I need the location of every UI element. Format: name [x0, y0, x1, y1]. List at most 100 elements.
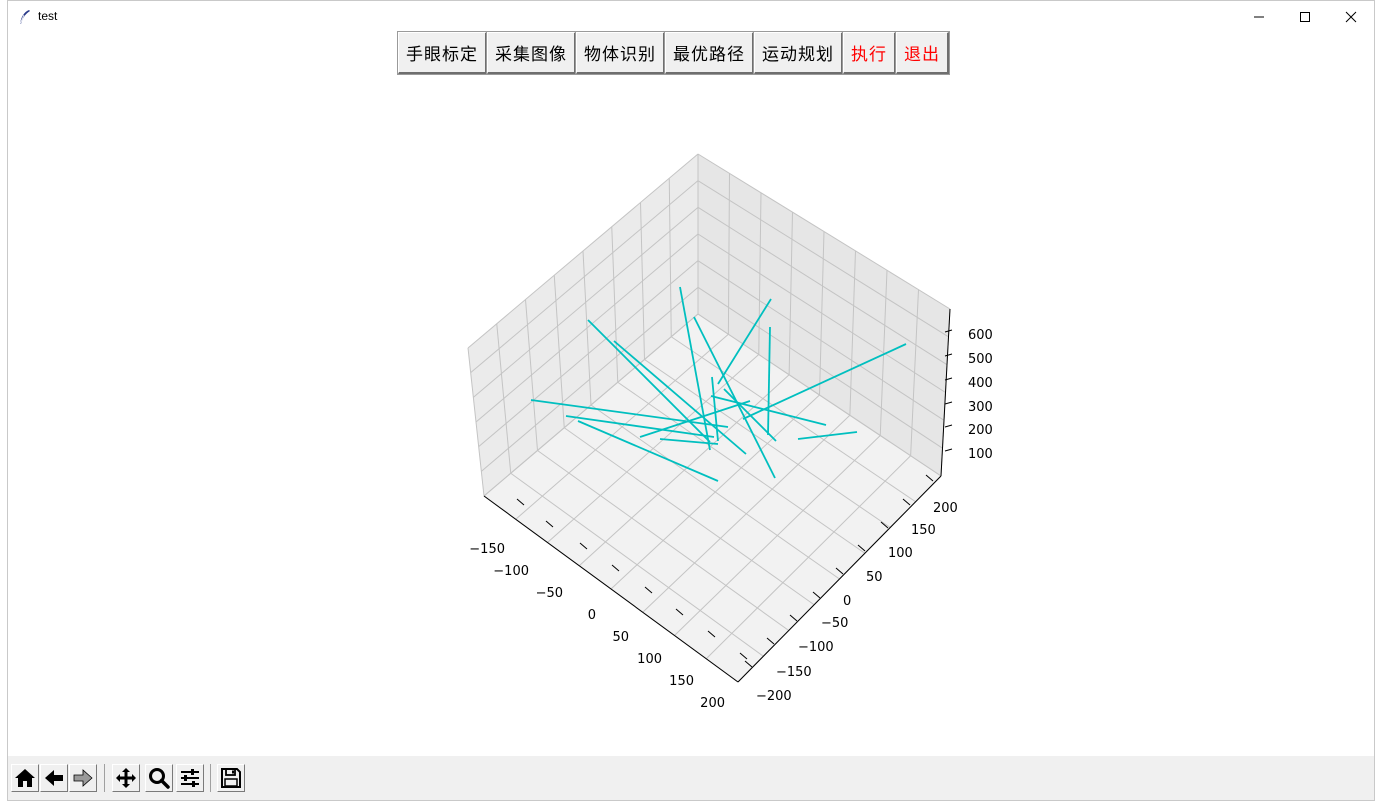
x-tick-mark	[516, 498, 525, 506]
x-tick-mark	[644, 586, 653, 594]
optimal-path-button[interactable]: 最优路径	[664, 31, 755, 75]
wall-grid-line	[788, 212, 793, 375]
maximize-button[interactable]	[1282, 1, 1328, 32]
y-tick-mark	[925, 474, 934, 482]
y-tick-label: 200	[933, 501, 958, 516]
toolbar-separator	[210, 764, 211, 792]
command-toolbar: 手眼标定 采集图像 物体识别 最优路径 运动规划 执行 退出	[397, 31, 950, 76]
y-tick-label: −50	[821, 616, 848, 631]
y-tick-label: 100	[888, 546, 913, 561]
path-segment	[530, 399, 729, 428]
configure-subplots-icon	[181, 769, 199, 787]
path-segment	[577, 420, 719, 482]
x-tick-label: 50	[612, 630, 629, 645]
forward-icon	[73, 769, 93, 787]
z-axis-line	[940, 308, 951, 477]
x-tick-label: −150	[469, 542, 505, 557]
configure-subplots-button[interactable]	[176, 764, 204, 792]
toolbar-separator	[104, 764, 105, 792]
zoom-button[interactable]	[145, 764, 173, 792]
floor-grid-line	[642, 414, 851, 613]
left-wall-pane	[468, 154, 698, 496]
home-button[interactable]	[11, 764, 39, 792]
x-tick-mark	[707, 630, 716, 638]
z-tick-label: 100	[968, 447, 993, 462]
z-tick-mark	[944, 424, 953, 428]
y-tick-label: 0	[843, 594, 851, 609]
minimize-button[interactable]	[1236, 1, 1282, 32]
feather-icon	[19, 10, 30, 25]
back-button[interactable]	[40, 764, 68, 792]
y-tick-mark	[812, 591, 821, 599]
close-button[interactable]	[1328, 1, 1374, 32]
title-bar: test	[8, 1, 1374, 32]
y-tick-label: −100	[798, 640, 834, 655]
z-tick-label: 400	[968, 376, 993, 391]
pan-button[interactable]	[112, 764, 140, 792]
wall-grid-line	[470, 180, 699, 374]
back-icon	[45, 770, 63, 786]
wall-grid-line	[478, 260, 699, 448]
floor-grid-line	[617, 381, 866, 554]
forward-button[interactable]	[69, 764, 97, 792]
z-tick-mark	[944, 401, 953, 405]
plot-canvas[interactable]: −150 −100 −50 0 50 100 150 200 −200 −150 −100 −50 0 5…	[8, 76, 1374, 755]
exit-button[interactable]: 退出	[895, 31, 950, 75]
x-tick-mark	[579, 542, 588, 550]
motion-planning-button[interactable]: 运动规划	[753, 31, 844, 75]
floor-grid-line	[674, 435, 881, 636]
x-tick-mark	[611, 564, 620, 572]
z-tick-mark	[944, 353, 953, 357]
y-tick-label: −150	[776, 665, 812, 680]
window-title: test	[38, 9, 58, 23]
wall-grid-line	[910, 289, 919, 456]
wall-grid-line	[467, 153, 699, 349]
y-tick-mark	[789, 614, 798, 622]
path-segment	[693, 316, 776, 479]
y-tick-label: 50	[866, 570, 883, 585]
floor-pane	[484, 314, 941, 682]
wall-grid-line	[475, 233, 699, 423]
wall-grid-line	[758, 192, 762, 355]
z-tick-label: 500	[968, 352, 993, 367]
hand-eye-calibration-button[interactable]: 手眼标定	[397, 31, 488, 75]
y-tick-mark	[880, 521, 889, 529]
axis-lines	[483, 308, 951, 683]
wall-grid-line	[879, 270, 888, 436]
path-segment	[742, 343, 907, 420]
object-recognition-button[interactable]: 物体识别	[575, 31, 666, 75]
path-segment	[613, 340, 747, 455]
z-tick-label: 200	[968, 423, 993, 438]
y-tick-mark	[902, 498, 911, 506]
path-segment	[711, 376, 719, 442]
floor-grid-line	[644, 359, 891, 528]
x-tick-label: 200	[700, 696, 725, 711]
floor-grid-line	[670, 336, 916, 503]
x-tick-label: −100	[493, 564, 529, 579]
capture-image-button[interactable]: 采集图像	[486, 31, 577, 75]
maximize-icon	[1300, 11, 1310, 22]
path-segment	[639, 400, 751, 438]
x-tick-mark	[675, 608, 684, 616]
x-axis-line	[483, 495, 739, 683]
path-segment	[797, 431, 858, 440]
y-tick-label: −200	[756, 689, 792, 704]
save-button[interactable]	[217, 764, 245, 792]
execute-button[interactable]: 执行	[842, 31, 897, 75]
y-tick-mark	[835, 567, 844, 575]
y-tick-mark	[766, 637, 775, 645]
x-tick-mark	[739, 652, 748, 660]
y-tick-mark	[744, 660, 753, 668]
save-icon	[221, 768, 241, 788]
z-tick-label: 600	[968, 328, 993, 343]
close-icon	[1345, 11, 1357, 22]
y-axis-line	[737, 475, 942, 683]
path-segment	[767, 326, 771, 436]
x-tick-label: 100	[637, 652, 662, 667]
wall-grid-line	[481, 286, 699, 472]
floor-grid-line	[590, 404, 840, 580]
floor-grid-line	[705, 455, 911, 660]
path-segment	[679, 286, 711, 451]
